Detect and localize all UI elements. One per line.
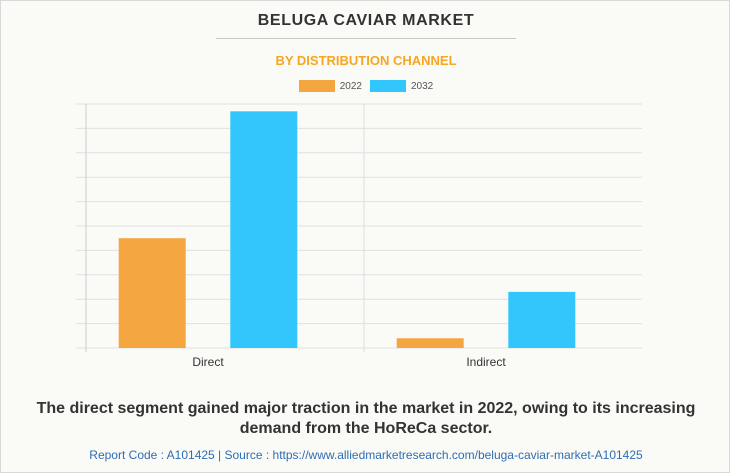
- chart-legend: 2022 2032: [1, 80, 730, 92]
- legend-item-2022: 2022: [298, 80, 362, 92]
- bar-chart: Direct Indirect: [76, 103, 642, 369]
- bar-indirect-2032: [508, 291, 576, 348]
- legend-swatch-2022: [298, 80, 335, 92]
- legend-label-2032: 2032: [411, 80, 434, 92]
- title-divider: [216, 38, 516, 39]
- chart-caption: The direct segment gained major traction…: [36, 400, 696, 437]
- bar-indirect-2022: [396, 338, 464, 348]
- x-tick-label-indirect: Indirect: [466, 355, 506, 369]
- legend-item-2032: 2032: [370, 80, 433, 92]
- legend-label-2022: 2022: [339, 80, 362, 92]
- x-tick-label-direct: Direct: [192, 355, 224, 369]
- legend-swatch-2032: [370, 80, 406, 92]
- bar-direct-2032: [230, 111, 298, 348]
- chart-subtitle: BY DISTRIBUTION CHANNEL: [275, 53, 457, 68]
- bar-direct-2022: [118, 238, 186, 348]
- chart-title: BELUGA CAVIAR MARKET: [257, 12, 475, 29]
- source-footer: Report Code : A101425 | Source : https:/…: [89, 448, 643, 462]
